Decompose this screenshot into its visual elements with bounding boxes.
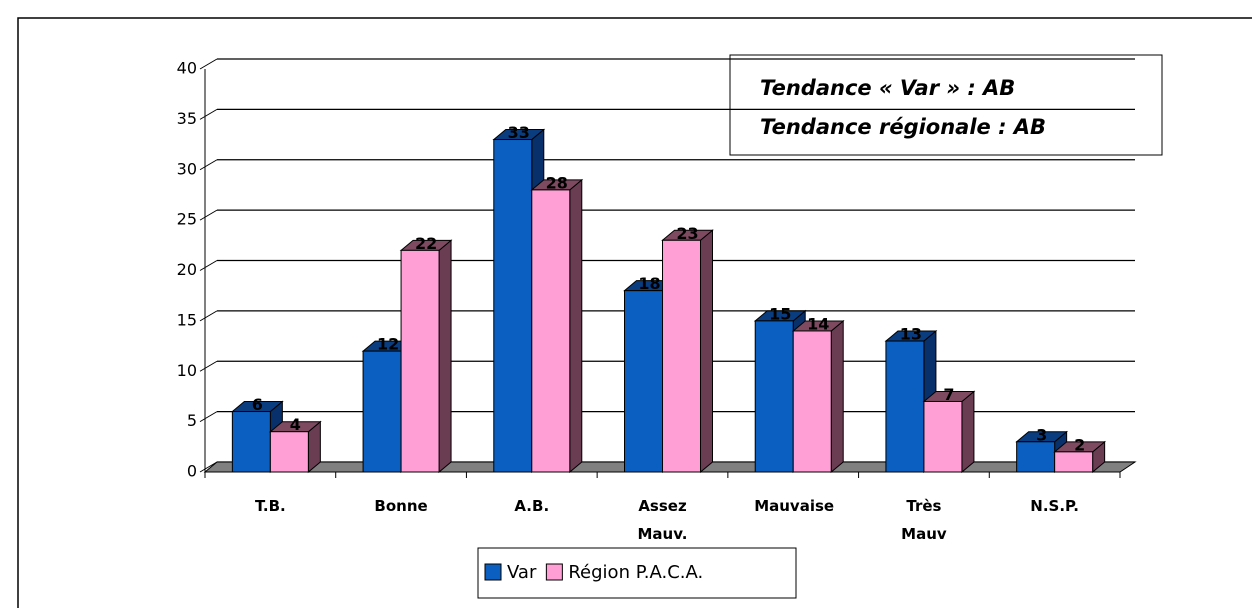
bar-side bbox=[438, 239, 452, 474]
y-tick bbox=[199, 159, 218, 171]
bar-front bbox=[885, 340, 925, 473]
y-tick-label: 35 bbox=[177, 109, 197, 128]
legend-swatch bbox=[545, 563, 563, 581]
y-tick-label: 5 bbox=[187, 411, 197, 430]
data-label: 18 bbox=[638, 274, 660, 293]
bar-front bbox=[624, 290, 663, 473]
bar bbox=[661, 229, 714, 474]
y-tick-label: 10 bbox=[177, 361, 197, 380]
bar-front bbox=[531, 189, 571, 473]
x-tick-label: Bonne bbox=[374, 497, 428, 515]
bar-front bbox=[662, 239, 701, 473]
bar-front bbox=[493, 139, 533, 473]
legend-label: Région P.A.C.A. bbox=[568, 562, 703, 583]
data-label: 12 bbox=[377, 335, 399, 354]
chart-frame bbox=[17, 17, 1252, 608]
legend-swatch bbox=[484, 563, 502, 581]
y-tick bbox=[199, 209, 218, 221]
y-tick-label: 20 bbox=[177, 260, 197, 279]
y-tick-label: 25 bbox=[177, 210, 197, 229]
data-label: 14 bbox=[807, 314, 829, 333]
y-tick bbox=[199, 58, 218, 70]
bar-front bbox=[1016, 441, 1056, 473]
data-label: 2 bbox=[1074, 435, 1085, 454]
y-tick-label: 30 bbox=[177, 159, 197, 178]
bar-side bbox=[961, 390, 975, 474]
y-tick-label: 0 bbox=[187, 462, 197, 481]
bar-side bbox=[569, 178, 583, 474]
data-label: 7 bbox=[943, 385, 954, 404]
y-tick-label: 40 bbox=[177, 59, 197, 78]
x-tick-label: A.B. bbox=[514, 497, 550, 515]
y-tick bbox=[199, 260, 218, 271]
bar-side bbox=[700, 229, 713, 474]
y-tick bbox=[199, 360, 218, 372]
bar-front bbox=[1054, 451, 1094, 473]
bar bbox=[530, 178, 584, 474]
annotation-box bbox=[729, 54, 1163, 156]
data-label: 28 bbox=[546, 173, 568, 192]
data-label: 15 bbox=[769, 304, 791, 323]
annotation: Tendance régionale : AB bbox=[760, 115, 1046, 139]
x-tick-label: T.B. bbox=[254, 497, 286, 515]
bar-front bbox=[269, 431, 309, 473]
y-tick bbox=[199, 310, 218, 322]
bar bbox=[399, 239, 453, 474]
y-tick bbox=[199, 411, 218, 423]
bar bbox=[791, 319, 845, 474]
bar-side bbox=[830, 319, 844, 474]
bar bbox=[1053, 440, 1107, 474]
y-tick-label: 15 bbox=[177, 310, 197, 329]
data-label: 22 bbox=[415, 234, 437, 253]
annotation: Tendance « Var » : AB bbox=[760, 76, 1015, 100]
data-label: 4 bbox=[290, 415, 301, 434]
x-tick-label: Mauvaise bbox=[754, 497, 835, 515]
bar-front bbox=[362, 350, 402, 473]
data-label: 3 bbox=[1036, 425, 1047, 444]
bar-front bbox=[754, 320, 794, 473]
y-tick bbox=[199, 461, 218, 473]
data-label: 13 bbox=[900, 325, 922, 344]
bar bbox=[268, 420, 322, 474]
bar bbox=[922, 390, 976, 474]
data-label: 6 bbox=[252, 395, 263, 414]
bar-front bbox=[400, 249, 440, 473]
x-tick-label: Très Mauv bbox=[901, 497, 947, 543]
legend-box bbox=[477, 547, 797, 599]
bar-front bbox=[792, 330, 832, 473]
data-label: 23 bbox=[676, 224, 698, 243]
bar-front bbox=[231, 411, 271, 473]
x-tick-label: N.S.P. bbox=[1030, 497, 1079, 515]
bar-front bbox=[923, 400, 963, 473]
legend: Var Région P.A.C.A. bbox=[477, 547, 797, 599]
y-tick bbox=[199, 108, 218, 120]
legend-label: Var bbox=[507, 562, 537, 583]
x-tick-label: Assez Mauv. bbox=[637, 497, 688, 543]
data-label: 33 bbox=[508, 123, 530, 142]
